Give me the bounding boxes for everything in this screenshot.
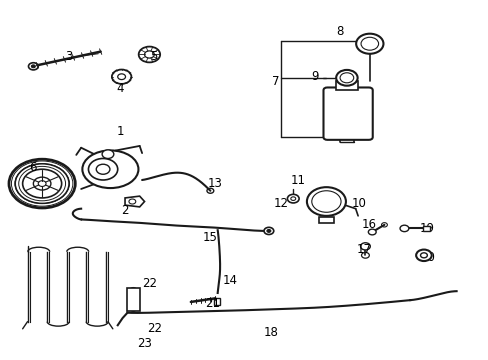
Text: 20: 20 (419, 251, 434, 264)
Circle shape (31, 65, 35, 68)
Circle shape (360, 243, 369, 250)
Bar (335, 81, 357, 90)
Circle shape (306, 187, 345, 216)
Ellipse shape (82, 150, 138, 188)
Circle shape (102, 150, 114, 158)
Circle shape (415, 249, 431, 261)
Circle shape (266, 229, 270, 232)
Bar (422, 226, 429, 231)
Circle shape (287, 194, 299, 203)
Circle shape (264, 227, 273, 234)
Text: 17: 17 (356, 243, 371, 256)
Text: 11: 11 (290, 174, 305, 186)
Text: 9: 9 (311, 69, 318, 82)
Text: 3: 3 (65, 50, 73, 63)
Text: 22: 22 (142, 278, 157, 291)
Circle shape (335, 70, 357, 86)
Circle shape (88, 158, 118, 180)
Text: 18: 18 (264, 326, 278, 339)
Text: 8: 8 (335, 25, 343, 38)
Bar (319, 217, 333, 223)
Bar (127, 288, 140, 311)
Text: 10: 10 (351, 197, 366, 210)
Text: 5: 5 (150, 50, 158, 63)
Text: 14: 14 (222, 274, 237, 287)
Text: 6: 6 (29, 161, 36, 174)
Text: 1: 1 (116, 125, 123, 138)
Text: 7: 7 (272, 75, 279, 88)
Bar (214, 298, 220, 305)
Text: 21: 21 (205, 297, 220, 310)
Text: 23: 23 (137, 337, 152, 350)
Circle shape (399, 225, 408, 231)
FancyBboxPatch shape (323, 87, 372, 140)
Circle shape (355, 34, 383, 54)
Circle shape (367, 229, 375, 235)
Text: 19: 19 (419, 222, 434, 235)
Text: 13: 13 (207, 177, 222, 190)
Text: 2: 2 (121, 204, 128, 217)
Text: 15: 15 (203, 231, 217, 244)
Text: 22: 22 (146, 322, 162, 335)
Text: 12: 12 (273, 197, 288, 210)
Text: 16: 16 (361, 218, 376, 231)
Text: 4: 4 (116, 82, 123, 95)
